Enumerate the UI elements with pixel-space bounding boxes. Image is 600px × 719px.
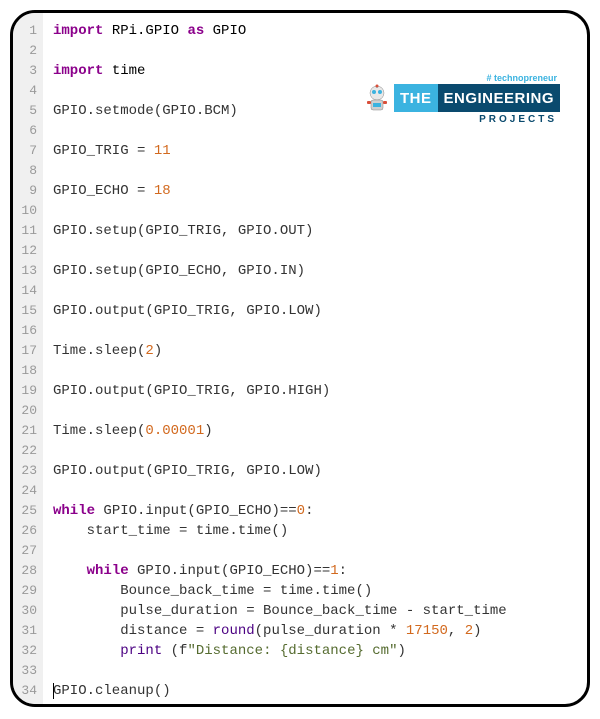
code-editor-frame: 1234567891011121314151617181920212223242… — [10, 10, 590, 707]
line-number: 23 — [17, 461, 37, 481]
watermark-logo: # technopreneur THE ENGINEERING — [362, 73, 567, 128]
line-number: 26 — [17, 521, 37, 541]
logo-word-engineering: ENGINEERING — [438, 84, 561, 112]
code-line[interactable]: import RPi.GPIO as GPIO — [53, 21, 577, 41]
robot-icon — [362, 83, 392, 113]
line-number: 33 — [17, 661, 37, 681]
line-number: 31 — [17, 621, 37, 641]
code-line[interactable] — [53, 661, 577, 681]
line-number: 14 — [17, 281, 37, 301]
code-line[interactable]: Bounce_back_time = time.time() — [53, 581, 577, 601]
code-line[interactable]: GPIO.output(GPIO_TRIG, GPIO.LOW) — [53, 461, 577, 481]
line-number: 10 — [17, 201, 37, 221]
code-line[interactable] — [53, 241, 577, 261]
code-line[interactable]: GPIO.setup(GPIO_ECHO, GPIO.IN) — [53, 261, 577, 281]
code-line[interactable] — [53, 41, 577, 61]
line-number: 17 — [17, 341, 37, 361]
code-line[interactable]: pulse_duration = Bounce_back_time - star… — [53, 601, 577, 621]
code-line[interactable] — [53, 281, 577, 301]
line-number: 25 — [17, 501, 37, 521]
code-line[interactable] — [53, 201, 577, 221]
code-line[interactable]: print (f"Distance: {distance} cm") — [53, 641, 577, 661]
line-number-gutter: 1234567891011121314151617181920212223242… — [13, 13, 43, 704]
code-line[interactable]: GPIO.output(GPIO_TRIG, GPIO.LOW) — [53, 301, 577, 321]
line-number: 11 — [17, 221, 37, 241]
line-number: 19 — [17, 381, 37, 401]
logo-text: THE ENGINEERING — [394, 84, 560, 112]
code-line[interactable] — [53, 481, 577, 501]
code-line[interactable]: GPIO.setup(GPIO_TRIG, GPIO.OUT) — [53, 221, 577, 241]
code-line[interactable] — [53, 441, 577, 461]
line-number: 4 — [17, 81, 37, 101]
code-line[interactable]: Time.sleep(0.00001) — [53, 421, 577, 441]
code-line[interactable] — [53, 401, 577, 421]
code-line[interactable] — [53, 541, 577, 561]
code-line[interactable]: Time.sleep(2) — [53, 341, 577, 361]
line-number: 2 — [17, 41, 37, 61]
logo-main: THE ENGINEERING — [362, 83, 567, 113]
code-line[interactable] — [53, 161, 577, 181]
line-number: 6 — [17, 121, 37, 141]
line-number: 27 — [17, 541, 37, 561]
code-line[interactable]: while GPIO.input(GPIO_ECHO)==1: — [53, 561, 577, 581]
code-line[interactable]: GPIO_ECHO = 18 — [53, 181, 577, 201]
line-number: 18 — [17, 361, 37, 381]
line-number: 24 — [17, 481, 37, 501]
line-number: 16 — [17, 321, 37, 341]
line-number: 1 — [17, 21, 37, 41]
logo-tagline: # technopreneur — [362, 73, 567, 83]
line-number: 21 — [17, 421, 37, 441]
line-number: 15 — [17, 301, 37, 321]
code-line[interactable] — [53, 321, 577, 341]
line-number: 8 — [17, 161, 37, 181]
code-line[interactable]: GPIO.output(GPIO_TRIG, GPIO.HIGH) — [53, 381, 577, 401]
line-number: 20 — [17, 401, 37, 421]
code-line[interactable]: GPIO.cleanup() — [53, 681, 577, 701]
code-line[interactable]: start_time = time.time() — [53, 521, 577, 541]
line-number: 5 — [17, 101, 37, 121]
line-number: 22 — [17, 441, 37, 461]
line-number: 13 — [17, 261, 37, 281]
line-number: 28 — [17, 561, 37, 581]
line-number: 12 — [17, 241, 37, 261]
line-number: 32 — [17, 641, 37, 661]
code-line[interactable]: while GPIO.input(GPIO_ECHO)==0: — [53, 501, 577, 521]
code-line[interactable]: distance = round(pulse_duration * 17150,… — [53, 621, 577, 641]
code-line[interactable] — [53, 361, 577, 381]
line-number: 30 — [17, 601, 37, 621]
line-number: 3 — [17, 61, 37, 81]
line-number: 34 — [17, 681, 37, 701]
line-number: 29 — [17, 581, 37, 601]
line-number: 7 — [17, 141, 37, 161]
line-number: 9 — [17, 181, 37, 201]
logo-word-the: THE — [394, 84, 438, 112]
code-line[interactable]: GPIO_TRIG = 11 — [53, 141, 577, 161]
logo-subtitle: PROJECTS — [362, 114, 567, 125]
